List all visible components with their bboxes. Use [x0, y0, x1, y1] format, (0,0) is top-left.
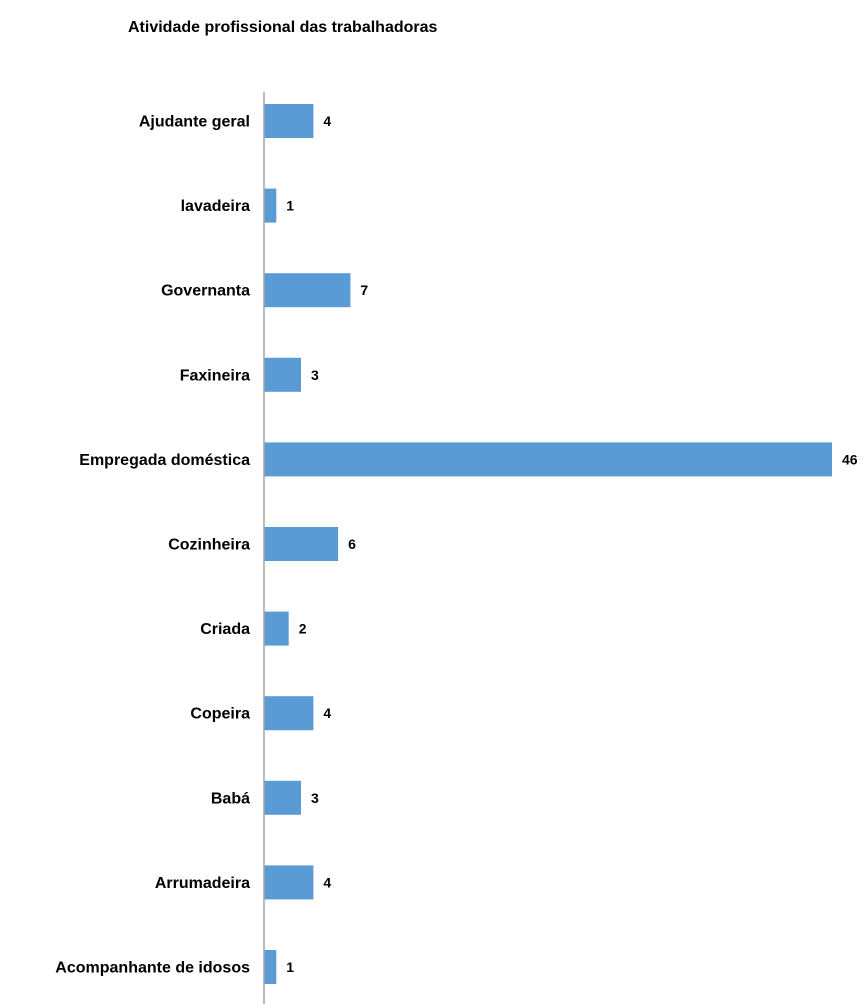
category-label: Copeira	[190, 706, 250, 723]
bar	[264, 188, 277, 223]
bar	[264, 104, 314, 138]
bar	[264, 442, 832, 477]
value-label: 2	[299, 621, 307, 637]
category-label: Governanta	[161, 283, 250, 300]
bar	[264, 527, 339, 561]
bar	[264, 611, 289, 646]
category-label: Acompanhante de idosos	[55, 960, 250, 977]
bar	[264, 696, 314, 731]
value-label: 1	[286, 959, 294, 975]
bars-group: Ajudante geral 4 lavadeira 1 Governanta 7 Faxi…	[55, 104, 858, 984]
category-label: Criada	[200, 621, 250, 638]
category-label: lavadeira	[181, 198, 250, 215]
bar	[264, 273, 351, 308]
category-label: Arrumadeira	[155, 875, 250, 892]
value-label: 46	[842, 451, 858, 467]
value-label: 1	[286, 198, 294, 214]
value-label: 4	[323, 874, 331, 890]
bar	[264, 357, 301, 392]
value-label: 7	[360, 282, 368, 298]
category-label: Faxineira	[180, 367, 250, 384]
value-label: 3	[311, 367, 319, 383]
bar	[264, 865, 314, 900]
chart-title: Atividade profissional das trabalhadoras	[128, 19, 438, 36]
value-label: 3	[311, 790, 319, 806]
category-label: Cozinheira	[168, 537, 250, 554]
bar	[264, 950, 277, 984]
category-label: Ajudante geral	[139, 114, 250, 131]
category-label: Babá	[211, 790, 250, 807]
value-label: 4	[323, 113, 331, 129]
category-label: Empregada doméstica	[79, 452, 250, 469]
bar	[264, 780, 301, 815]
value-label: 6	[348, 536, 356, 552]
value-label: 4	[323, 705, 331, 721]
